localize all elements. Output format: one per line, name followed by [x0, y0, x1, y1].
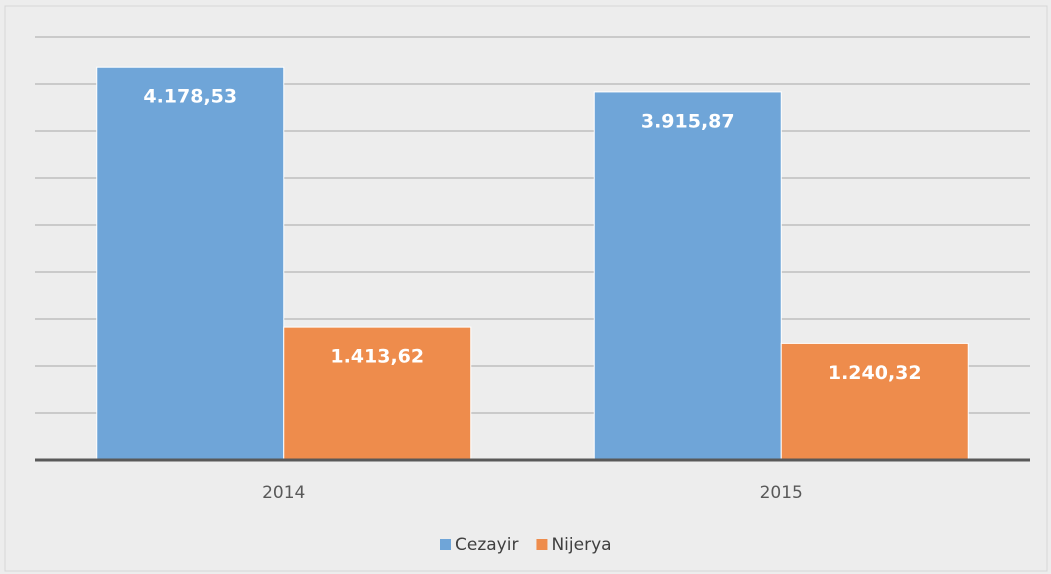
legend-label: Nijerya: [551, 535, 611, 555]
x-tick-label: 2015: [760, 483, 803, 503]
bar: [593, 91, 782, 461]
legend-swatch: [536, 539, 548, 550]
bar: [283, 326, 472, 461]
legend-label: Cezayir: [455, 535, 518, 555]
bar: [96, 66, 285, 461]
data-label: 1.413,62: [330, 346, 424, 368]
data-label: 1.240,32: [828, 362, 922, 384]
x-tick-label: 2014: [262, 483, 305, 503]
data-label: 4.178,53: [143, 86, 237, 108]
bar: [780, 342, 969, 461]
data-label: 3.915,87: [641, 110, 735, 132]
legend-swatch: [440, 539, 451, 550]
